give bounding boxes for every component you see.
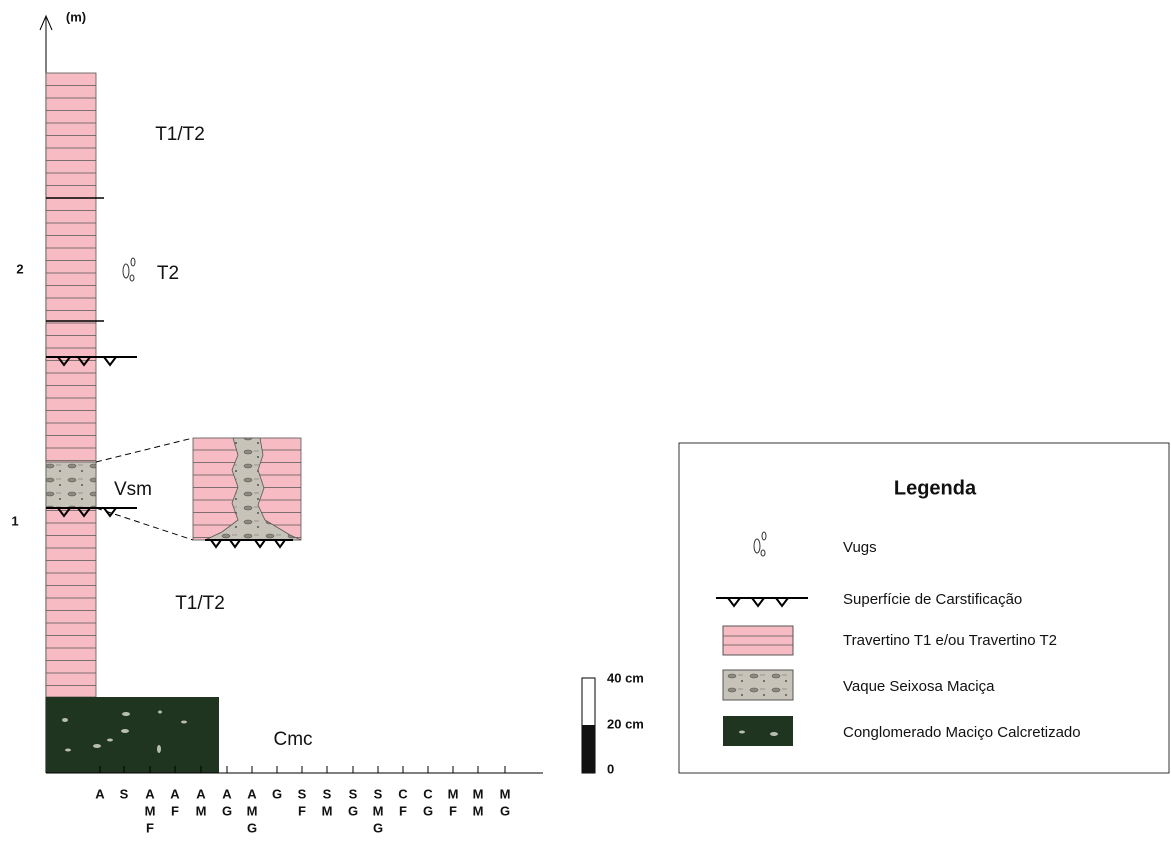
grain-size-letter: F (298, 803, 306, 818)
grain-size-letter: S (298, 786, 307, 801)
legend-label: Vugs (843, 539, 877, 556)
unit-label: T2 (157, 263, 179, 284)
legend-label: Conglomerado Maciço Calcretizado (843, 724, 1081, 741)
inset-guide (96, 508, 193, 540)
grain-size-letter: G (272, 786, 282, 801)
unit-label: T1/T2 (155, 124, 205, 145)
grain-size-letter: F (399, 803, 407, 818)
grain-size-letter: M (473, 786, 484, 801)
legend-travertine-swatch (723, 626, 793, 655)
scale-label: 0 (607, 761, 614, 776)
legend-title: Legenda (894, 477, 977, 499)
grain-size-letter: G (222, 803, 232, 818)
legend-vsm-swatch (723, 670, 793, 700)
legend-label: Travertino T1 e/ou Travertino T2 (843, 632, 1057, 649)
grain-size-letter: G (348, 803, 358, 818)
cmc-layer (46, 697, 219, 773)
vugs-icon (123, 258, 135, 281)
grain-size-letter: F (146, 820, 154, 835)
grain-size-letter: S (349, 786, 358, 801)
scale-label: 40 cm (607, 670, 644, 685)
grain-size-letter: M (500, 786, 511, 801)
unit-label: T1/T2 (175, 593, 225, 614)
legend-label: Vaque Seixosa Maciça (843, 678, 995, 695)
grain-size-letter: F (449, 803, 457, 818)
grain-size-letter: A (247, 786, 257, 801)
scale-label: 20 cm (607, 716, 644, 731)
grain-size-letter: A (145, 786, 155, 801)
legend-cmc-swatch (723, 716, 793, 746)
inset-guide (96, 438, 193, 462)
grain-size-letter: M (448, 786, 459, 801)
grain-size-letter: M (373, 803, 384, 818)
grain-size-letter: F (171, 803, 179, 818)
travertine-column (46, 73, 96, 697)
unit-label: Cmc (273, 729, 312, 750)
axis-unit: (m) (66, 9, 86, 24)
page: {"axis": {"unit": "(m)", "ticks": ["2", … (0, 0, 1171, 841)
grain-size-letter: G (423, 803, 433, 818)
grain-size-letter: A (170, 786, 180, 801)
grain-size-letter: G (500, 803, 510, 818)
grain-size-letter: S (323, 786, 332, 801)
axis-tick: 2 (16, 261, 23, 276)
grain-size-letter: C (398, 786, 408, 801)
grain-size-letter: A (196, 786, 206, 801)
grain-size-letter: G (373, 820, 383, 835)
grain-size-letter: M (322, 803, 333, 818)
grain-size-letter: M (473, 803, 484, 818)
legend-clast (770, 732, 778, 736)
legend-label: Superfície de Carstificação (843, 591, 1022, 608)
grain-size-letter: M (247, 803, 258, 818)
grain-size-letter: C (423, 786, 433, 801)
grain-size-letter: A (222, 786, 232, 801)
stratigraphic-column: (m) 2 1 T1/T2 T2 Vsm T1/T2 Cmc ASAMFAFAM… (0, 0, 1171, 841)
inset-karst (205, 540, 293, 547)
grain-size-letter: S (374, 786, 383, 801)
scale-bar-fill (582, 725, 595, 773)
unit-label: Vsm (114, 479, 152, 500)
grain-size-letter: S (120, 786, 129, 801)
legend-clast (739, 731, 745, 734)
grain-size-letter: M (145, 803, 156, 818)
vsm-layer (46, 462, 96, 508)
grain-size-letter: G (247, 820, 257, 835)
grain-size-letter: M (196, 803, 207, 818)
axis-tick: 1 (11, 513, 18, 528)
grain-size-letter: A (95, 786, 105, 801)
